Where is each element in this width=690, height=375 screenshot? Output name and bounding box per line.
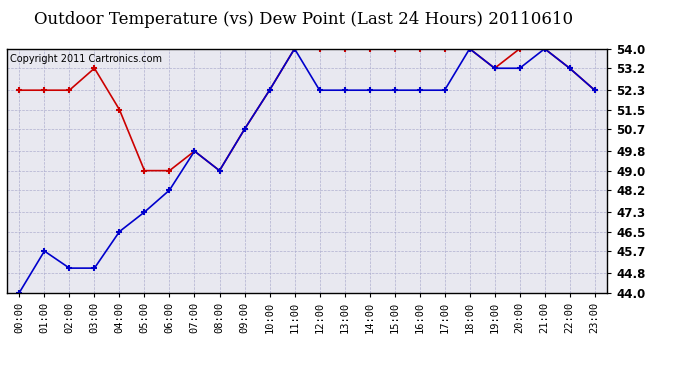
Text: Copyright 2011 Cartronics.com: Copyright 2011 Cartronics.com	[10, 54, 162, 64]
Text: Outdoor Temperature (vs) Dew Point (Last 24 Hours) 20110610: Outdoor Temperature (vs) Dew Point (Last…	[34, 11, 573, 28]
